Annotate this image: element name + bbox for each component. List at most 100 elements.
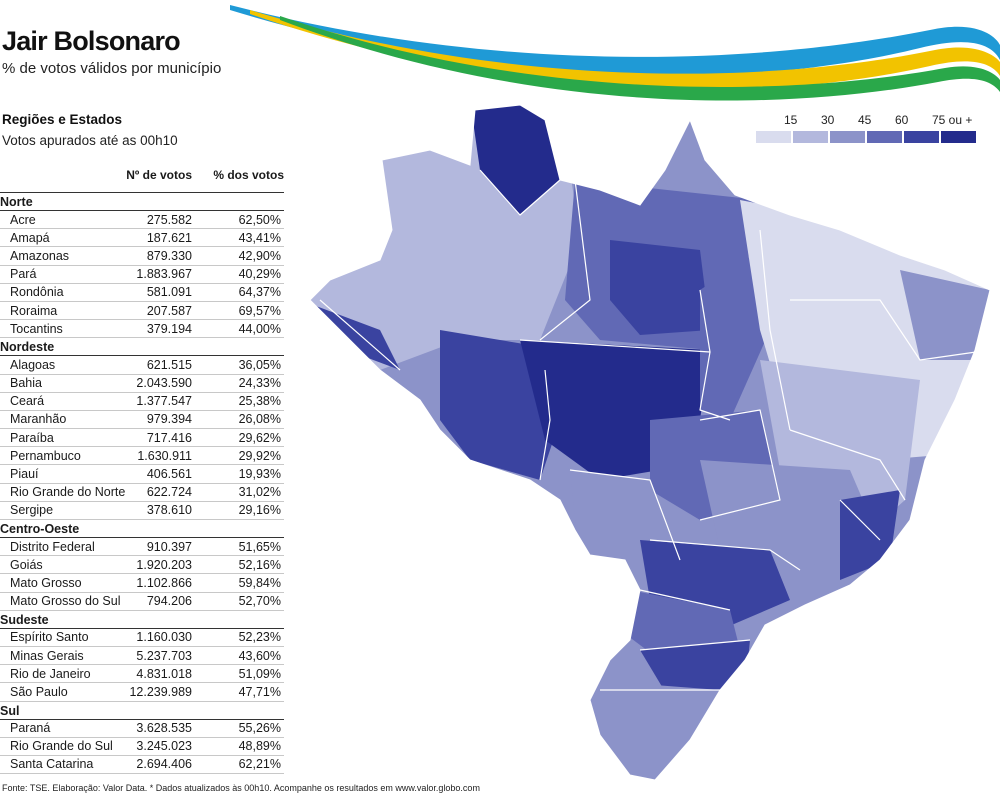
region-header: Norte	[0, 193, 284, 211]
state-votes: 879.330	[146, 248, 192, 263]
state-votes: 5.237.703	[136, 648, 192, 663]
border-ne-inner	[790, 299, 990, 361]
brazil-outline	[309, 104, 991, 781]
border-sp-pr	[639, 589, 731, 611]
table-row: Mato Grosso do Sul 794.206 52,70%	[0, 593, 284, 611]
state-pct: 43,60%	[238, 648, 281, 663]
state-name: Tocantins	[10, 321, 63, 336]
state-votes: 1.160.030	[136, 630, 192, 645]
state-votes: 1.883.967	[136, 267, 192, 282]
state-pct: 44,00%	[238, 321, 281, 336]
border-ba	[789, 429, 906, 501]
state-name: Espírito Santo	[10, 630, 89, 645]
state-name: Minas Gerais	[10, 648, 84, 663]
state-pct: 29,92%	[238, 448, 281, 463]
state-votes: 1.102.866	[136, 575, 192, 590]
pct-column-header: % dos votos	[213, 168, 284, 182]
state-pct: 64,37%	[238, 285, 281, 300]
table-row: Rio Grande do Sul 3.245.023 48,89%	[0, 738, 284, 756]
state-name: Amapá	[10, 230, 50, 245]
state-votes: 2.694.406	[136, 757, 192, 772]
legend-swatch-4	[904, 131, 939, 143]
border-rr	[479, 169, 561, 216]
state-votes: 3.628.535	[136, 721, 192, 736]
table-row: Sergipe 378.610 29,16%	[0, 502, 284, 520]
state-votes: 4.831.018	[136, 666, 192, 681]
table-row: Roraima 207.587 69,57%	[0, 302, 284, 321]
region-roraima	[470, 105, 560, 215]
table-row: Goiás 1.920.203 52,16%	[0, 556, 284, 575]
border-ms	[569, 469, 681, 561]
state-borders	[319, 169, 990, 691]
state-votes: 187.621	[146, 230, 192, 245]
region-header: Sudeste	[0, 611, 284, 629]
state-votes: 717.416	[146, 430, 192, 445]
state-name: Santa Catarina	[10, 757, 94, 772]
border-pa-mt	[519, 339, 711, 353]
region-header: Nordeste	[0, 338, 284, 357]
state-name: Distrito Federal	[10, 539, 95, 554]
header-swoosh	[230, 5, 1000, 101]
region-nordeste-mid-patch	[900, 270, 990, 360]
state-votes: 3.245.023	[136, 739, 192, 754]
state-votes: 1.630.911	[137, 448, 192, 463]
table-row: Tocantins 379.194 44,00%	[0, 320, 284, 339]
state-votes: 207.587	[146, 303, 192, 318]
region-santa-catarina	[640, 640, 750, 700]
state-name: Alagoas	[10, 357, 56, 372]
state-pct: 62,21%	[238, 757, 281, 772]
state-name: Pará	[10, 267, 37, 282]
state-name: Rondônia	[10, 285, 64, 300]
legend-label-45: 45	[858, 113, 872, 127]
table-row: Paraíba 717.416 29,62%	[0, 429, 284, 448]
state-name: Goiás	[10, 557, 43, 572]
legend-swatch-2	[830, 131, 865, 143]
results-table: Nº de votos % dos votos Norte Acre 275.582…	[0, 166, 284, 775]
table-row: Rio de Janeiro 4.831.018 51,09%	[0, 665, 284, 684]
state-pct: 55,26%	[238, 721, 281, 736]
state-votes: 979.394	[146, 412, 192, 427]
state-name: Roraima	[10, 303, 58, 318]
state-pct: 40,29%	[238, 267, 281, 282]
state-votes: 621.515	[146, 357, 192, 372]
region-header: Centro-Oeste	[0, 520, 284, 538]
source-note: Fonte: TSE. Elaboração: Valor Data. * Da…	[2, 783, 480, 793]
state-pct: 42,90%	[238, 248, 281, 263]
state-pct: 48,89%	[238, 739, 281, 754]
table-section-title: Regiões e Estados	[2, 112, 123, 127]
table-row: Amazonas 879.330 42,90%	[0, 247, 284, 266]
table-row: Rio Grande do Norte 622.724 31,02%	[0, 484, 284, 502]
swoosh-green-band	[280, 16, 1000, 101]
region-header: Sul	[0, 702, 284, 720]
border-am-pa	[539, 179, 591, 341]
table-row: Pará 1.883.967 40,29%	[0, 266, 284, 284]
state-pct: 31,02%	[238, 485, 281, 500]
border-go-mg	[699, 409, 781, 521]
legend-swatch-5	[941, 131, 976, 143]
border-mg-sp	[649, 539, 801, 571]
state-pct: 29,16%	[238, 503, 281, 518]
state-pct: 52,70%	[238, 594, 281, 609]
state-pct: 52,16%	[238, 557, 281, 572]
state-votes: 794.206	[146, 594, 192, 609]
table-row: Espírito Santo 1.160.030 52,23%	[0, 629, 284, 647]
table-row: Paraná 3.628.535 55,26%	[0, 720, 284, 738]
state-name: Rio de Janeiro	[10, 666, 91, 681]
table-row: Pernambuco 1.630.911 29,92%	[0, 447, 284, 466]
state-pct: 36,05%	[238, 357, 281, 372]
table-row: Maranhão 979.394 26,08%	[0, 411, 284, 430]
state-pct: 26,08%	[238, 412, 281, 427]
table-row: Distrito Federal 910.397 51,65%	[0, 538, 284, 557]
state-votes: 2.043.590	[136, 376, 192, 391]
state-name: Rio Grande do Sul	[10, 739, 113, 754]
table-row: Mato Grosso 1.102.866 59,84%	[0, 574, 284, 593]
legend-labels: 15 30 45 60 75 ou +	[756, 113, 982, 131]
state-pct: 29,62%	[238, 430, 281, 445]
table-row: Acre 275.582 62,50%	[0, 211, 284, 230]
table-row: Ceará 1.377.547 25,38%	[0, 393, 284, 411]
legend-swatch-1	[793, 131, 828, 143]
legend-swatch-0	[756, 131, 791, 143]
state-pct: 59,84%	[238, 575, 281, 590]
state-name: Bahia	[10, 376, 42, 391]
table-row: Amapá 187.621 43,41%	[0, 229, 284, 248]
